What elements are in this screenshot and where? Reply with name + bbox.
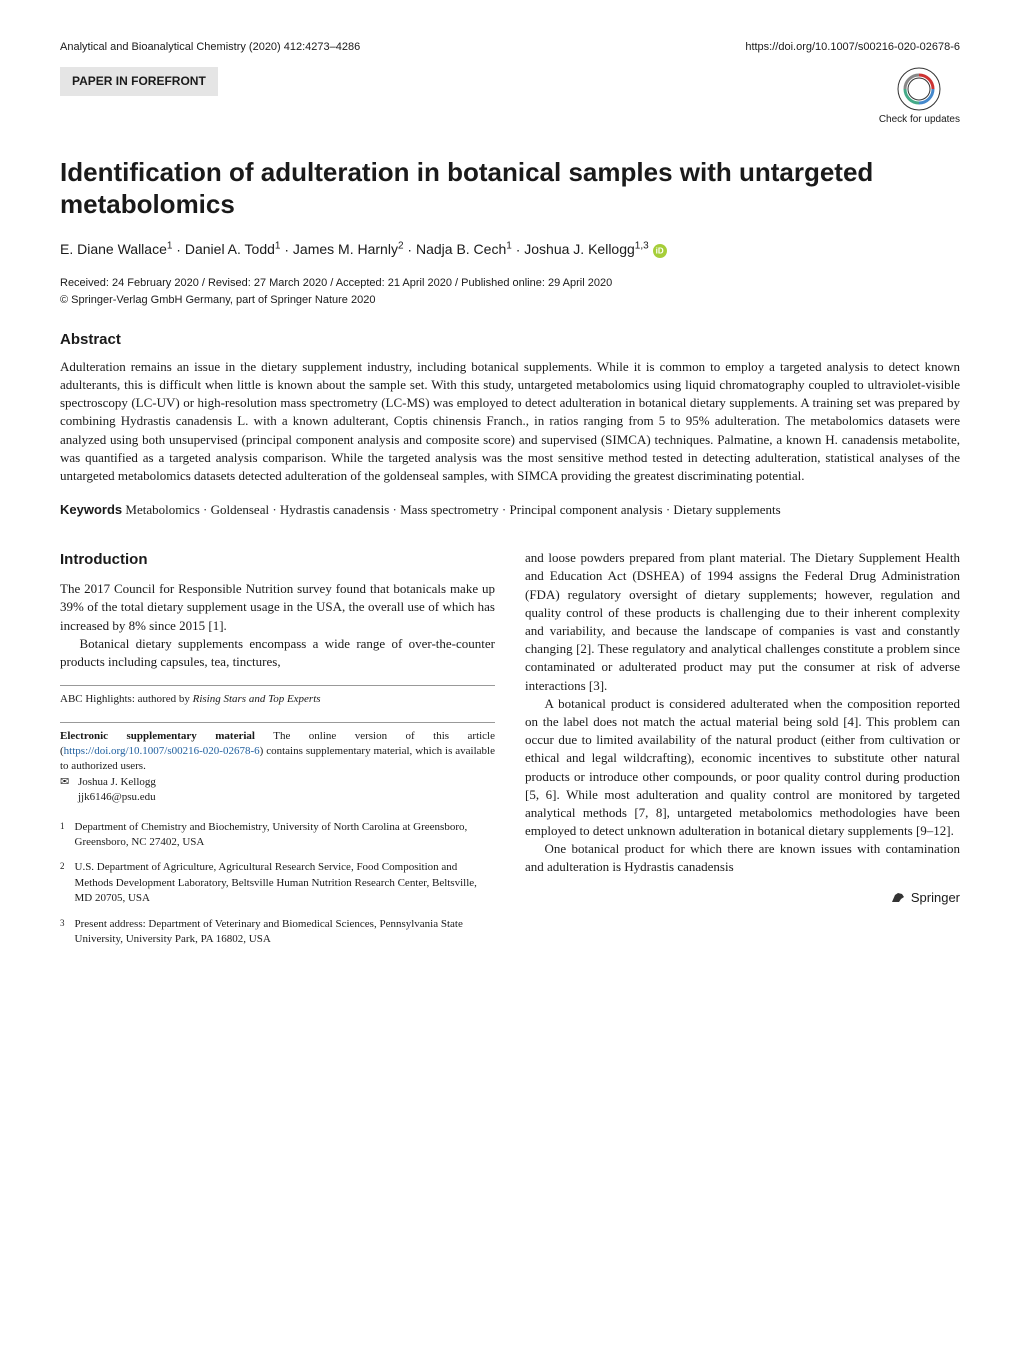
affiliation-item: 3 Present address: Department of Veterin… xyxy=(60,917,495,948)
author: Nadja B. Cech1 xyxy=(416,241,512,257)
abstract-heading: Abstract xyxy=(60,329,960,350)
right-column: and loose powders prepared from plant ma… xyxy=(525,549,960,957)
left-column: Introduction The 2017 Council for Respon… xyxy=(60,549,495,957)
author: Daniel A. Todd1 xyxy=(185,241,281,257)
affiliation-text: Department of Chemistry and Biochemistry… xyxy=(75,820,496,851)
body-paragraph: A botanical product is considered adulte… xyxy=(525,695,960,841)
check-updates-widget[interactable]: Check for updates xyxy=(879,67,960,127)
check-updates-icon xyxy=(897,67,941,111)
introduction-heading: Introduction xyxy=(60,549,495,570)
author: E. Diane Wallace1 xyxy=(60,241,172,257)
esm-block: Electronic supplementary material The on… xyxy=(60,729,495,775)
header-meta: Analytical and Bioanalytical Chemistry (… xyxy=(60,40,960,55)
affiliation-number: 3 xyxy=(60,917,65,948)
check-updates-label: Check for updates xyxy=(879,113,960,127)
affiliation-text: Present address: Department of Veterinar… xyxy=(75,917,496,948)
corresponding-email: jjk6146@psu.edu xyxy=(78,791,156,803)
divider-line xyxy=(60,722,495,723)
envelope-icon: ✉ xyxy=(60,775,69,790)
keywords-text: Metabolomics · Goldenseal · Hydrastis ca… xyxy=(125,502,780,517)
affiliation-item: 2 U.S. Department of Agriculture, Agricu… xyxy=(60,860,495,906)
esm-label: Electronic supplementary material xyxy=(60,730,255,742)
springer-footer: Springer xyxy=(525,887,960,910)
corresponding-author-block: ✉ Joshua J. Kellogg jjk6146@psu.edu xyxy=(60,775,495,806)
keywords-label: Keywords xyxy=(60,502,122,517)
paper-type-row: PAPER IN FOREFRONT Check for updates xyxy=(60,67,960,127)
intro-paragraph-2: Botanical dietary supplements encompass … xyxy=(60,635,495,671)
divider-line xyxy=(60,685,495,686)
author: Joshua J. Kellogg1,3 xyxy=(524,241,648,257)
intro-paragraph-1: The 2017 Council for Responsible Nutriti… xyxy=(60,580,495,635)
affiliation-number: 2 xyxy=(60,860,65,906)
affiliation-number: 1 xyxy=(60,820,65,851)
author: James M. Harnly2 xyxy=(293,241,404,257)
article-title: Identification of adulteration in botani… xyxy=(60,157,960,219)
affiliation-item: 1 Department of Chemistry and Biochemist… xyxy=(60,820,495,851)
copyright-line: © Springer-Verlag GmbH Germany, part of … xyxy=(60,293,960,308)
journal-reference: Analytical and Bioanalytical Chemistry (… xyxy=(60,40,360,55)
orcid-icon[interactable] xyxy=(653,244,667,258)
keywords-block: Keywords Metabolomics · Goldenseal · Hyd… xyxy=(60,501,960,519)
springer-label: Springer xyxy=(911,890,960,905)
esm-link[interactable]: https://doi.org/10.1007/s00216-020-02678… xyxy=(64,745,260,757)
corresponding-name: Joshua J. Kellogg xyxy=(78,776,156,788)
two-column-body: Introduction The 2017 Council for Respon… xyxy=(60,549,960,957)
body-paragraph: and loose powders prepared from plant ma… xyxy=(525,549,960,695)
body-paragraph: One botanical product for which there ar… xyxy=(525,840,960,876)
abstract-text: Adulteration remains an issue in the die… xyxy=(60,358,960,485)
abc-highlights: ABC Highlights: authored by Rising Stars… xyxy=(60,692,495,707)
springer-horse-icon xyxy=(889,887,907,910)
affiliations-list: 1 Department of Chemistry and Biochemist… xyxy=(60,820,495,948)
paper-type-badge: PAPER IN FOREFRONT xyxy=(60,67,218,96)
doi: https://doi.org/10.1007/s00216-020-02678… xyxy=(745,40,960,55)
authors-list: E. Diane Wallace1 · Daniel A. Todd1 · Ja… xyxy=(60,240,960,260)
affiliation-text: U.S. Department of Agriculture, Agricult… xyxy=(75,860,496,906)
article-dates: Received: 24 February 2020 / Revised: 27… xyxy=(60,276,960,291)
